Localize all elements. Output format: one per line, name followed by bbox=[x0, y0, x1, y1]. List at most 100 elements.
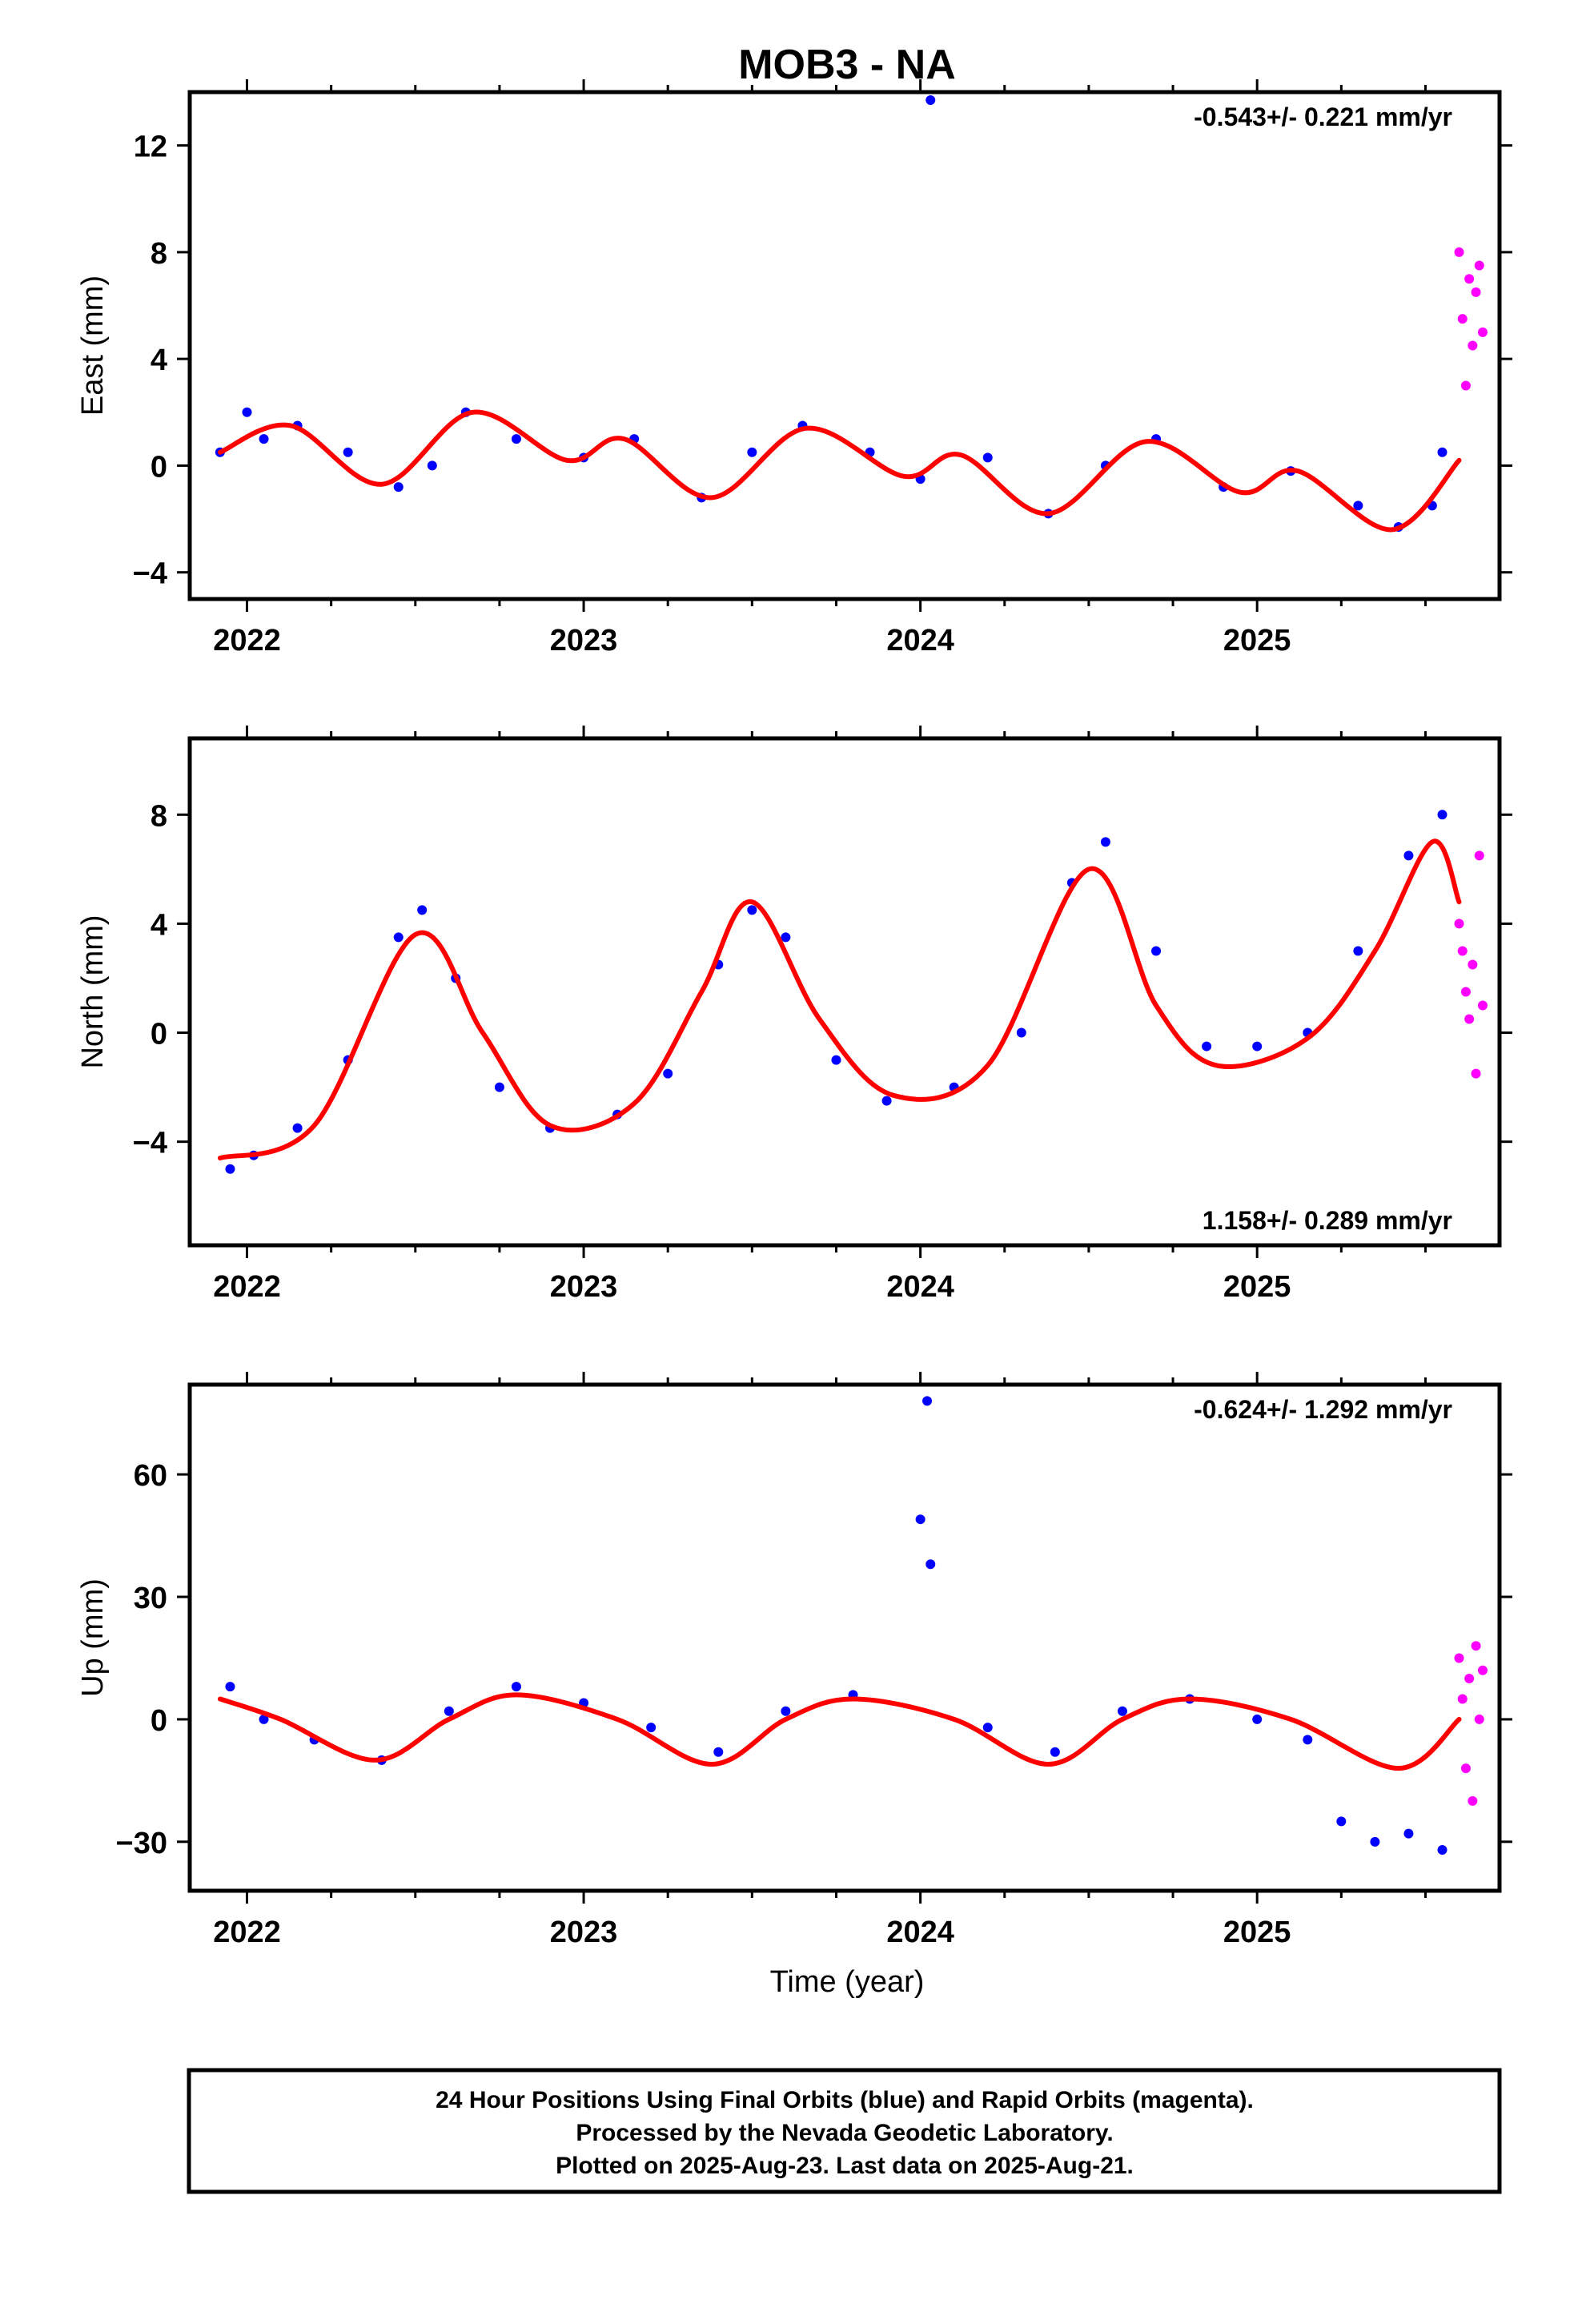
up-x-tick-label: 2022 bbox=[213, 1916, 281, 1949]
up-final-orbit-point bbox=[915, 1514, 926, 1525]
up-rapid-orbit-point bbox=[1471, 1641, 1481, 1651]
east-y-tick-label: 8 bbox=[151, 237, 167, 271]
east-rapid-orbit-point bbox=[1460, 380, 1471, 391]
east-y-tick-label: 4 bbox=[151, 344, 167, 377]
north-final-orbit-point bbox=[1252, 1041, 1263, 1051]
east-final-orbit-point bbox=[393, 482, 404, 493]
north-rapid-orbit-point bbox=[1454, 919, 1464, 929]
up-panel: −30 0 30 60 2022 2023 2024 2025 Up (mm) -0.624+/-… bbox=[76, 1372, 1512, 1949]
up-rapid-orbit-point bbox=[1454, 1653, 1464, 1663]
east-final-orbit-point bbox=[343, 447, 353, 457]
north-rate-label: 1.158+/- 0.289 mm/yr bbox=[1203, 1206, 1452, 1235]
north-rapid-orbit-point bbox=[1477, 1000, 1488, 1011]
footer-line-1: 24 Hour Positions Using Final Orbits (bl… bbox=[436, 2087, 1254, 2113]
up-rapid-orbit-point bbox=[1460, 1763, 1471, 1774]
up-rapid-orbit-point bbox=[1474, 1714, 1484, 1724]
north-plot-frame bbox=[187, 736, 1502, 1248]
north-rapid-orbit-point bbox=[1474, 850, 1484, 861]
north-rapid-orbit-point bbox=[1471, 1068, 1481, 1079]
north-x-tick-label: 2024 bbox=[886, 1270, 954, 1304]
up-final-orbit-point bbox=[1252, 1714, 1263, 1724]
north-final-orbit-point bbox=[417, 905, 428, 915]
north-x-tick-label: 2022 bbox=[213, 1270, 281, 1304]
east-final-orbit-point bbox=[511, 434, 521, 444]
north-y-tick-label: −4 bbox=[133, 1127, 167, 1160]
east-rapid-orbit-point bbox=[1464, 274, 1475, 284]
up-final-orbit-point bbox=[259, 1714, 269, 1724]
north-final-orbit-point bbox=[494, 1082, 504, 1092]
north-rapid-orbit-point bbox=[1460, 987, 1471, 997]
up-x-tick-label: 2024 bbox=[886, 1916, 954, 1949]
chart-title: MOB3 - NA bbox=[738, 42, 956, 88]
east-final-orbit-point bbox=[1437, 447, 1447, 457]
east-final-orbit-point bbox=[242, 407, 252, 417]
east-final-orbit-point bbox=[982, 452, 993, 463]
up-final-orbit-point bbox=[1403, 1828, 1414, 1839]
up-plot-frame bbox=[187, 1382, 1502, 1893]
east-y-tick-label: 12 bbox=[134, 131, 167, 164]
north-y-axis-label: North (mm) bbox=[76, 915, 110, 1068]
east-final-orbit-point bbox=[747, 447, 757, 457]
north-final-orbit-point bbox=[393, 932, 404, 943]
east-y-tick-label: −4 bbox=[133, 557, 167, 591]
north-panel: −4 0 4 8 2022 2023 2024 2025 North (mm) 1.158+/- … bbox=[76, 726, 1512, 1304]
north-x-tick-label: 2023 bbox=[550, 1270, 618, 1304]
east-y-tick-label: 0 bbox=[151, 450, 167, 484]
east-final-orbit-point bbox=[259, 434, 269, 444]
up-final-orbit-point bbox=[1336, 1816, 1347, 1827]
east-x-tick-label: 2023 bbox=[550, 624, 618, 657]
north-final-orbit-point bbox=[292, 1123, 303, 1133]
east-rapid-orbit-point bbox=[1477, 327, 1488, 337]
up-rapid-orbit-point bbox=[1457, 1694, 1468, 1704]
north-y-tick-label: 0 bbox=[151, 1018, 167, 1051]
east-rapid-orbit-point bbox=[1471, 287, 1481, 297]
north-x-tick-label: 2025 bbox=[1223, 1270, 1291, 1304]
up-final-orbit-point bbox=[1117, 1706, 1127, 1716]
up-final-orbit-point bbox=[1303, 1735, 1313, 1745]
east-x-tick-label: 2022 bbox=[213, 624, 281, 657]
north-rapid-orbit-point bbox=[1468, 959, 1478, 970]
north-y-tick-label: 4 bbox=[151, 908, 167, 942]
east-model-curve bbox=[217, 409, 1462, 533]
up-final-orbit-point bbox=[444, 1706, 454, 1716]
up-final-orbit-point bbox=[646, 1723, 656, 1733]
up-final-orbit-point bbox=[1050, 1747, 1060, 1757]
north-final-orbit-point bbox=[831, 1055, 841, 1065]
up-y-tick-label: 60 bbox=[134, 1459, 167, 1493]
north-final-orbit-point bbox=[781, 932, 791, 943]
up-x-tick-label: 2025 bbox=[1223, 1916, 1291, 1949]
north-rapid-orbit-point bbox=[1464, 1014, 1475, 1024]
up-final-orbit-point bbox=[713, 1747, 724, 1757]
north-final-orbit-point bbox=[1016, 1027, 1026, 1038]
up-final-orbit-point bbox=[225, 1682, 235, 1692]
footer-line-3: Plotted on 2025-Aug-23. Last data on 202… bbox=[556, 2153, 1134, 2179]
north-rapid-orbit-point bbox=[1457, 946, 1468, 956]
up-rapid-orbit-point bbox=[1477, 1665, 1488, 1675]
up-final-orbit-point bbox=[1370, 1836, 1380, 1847]
up-x-tick-label: 2023 bbox=[550, 1916, 618, 1949]
up-rate-label: -0.624+/- 1.292 mm/yr bbox=[1194, 1395, 1452, 1424]
north-final-orbit-point bbox=[747, 905, 757, 915]
east-rapid-orbit-point bbox=[1468, 340, 1478, 351]
east-rapid-orbit-point bbox=[1454, 247, 1464, 257]
up-y-tick-label: 0 bbox=[151, 1704, 167, 1738]
up-final-orbit-point bbox=[1437, 1845, 1447, 1856]
east-panel: −4 0 4 8 12 2022 2023 2024 2025 East (mm) -0.543+/… bbox=[76, 79, 1512, 657]
up-final-orbit-point bbox=[926, 1559, 936, 1570]
north-final-orbit-point bbox=[1151, 946, 1162, 956]
up-final-orbit-point bbox=[781, 1706, 791, 1716]
east-x-tick-label: 2024 bbox=[886, 624, 954, 657]
north-final-orbit-point bbox=[1403, 850, 1414, 861]
east-final-orbit-point bbox=[1353, 501, 1363, 511]
east-x-tick-label: 2025 bbox=[1223, 624, 1291, 657]
north-final-orbit-point bbox=[881, 1096, 892, 1106]
north-final-orbit-point bbox=[1353, 946, 1363, 956]
east-final-orbit-point bbox=[926, 94, 936, 105]
north-final-orbit-point bbox=[225, 1164, 235, 1174]
footer-line-2: Processed by the Nevada Geodetic Laborat… bbox=[576, 2120, 1113, 2146]
north-model-curve bbox=[217, 838, 1462, 1161]
up-y-tick-label: 30 bbox=[134, 1582, 167, 1615]
east-plot-frame bbox=[187, 90, 1502, 601]
